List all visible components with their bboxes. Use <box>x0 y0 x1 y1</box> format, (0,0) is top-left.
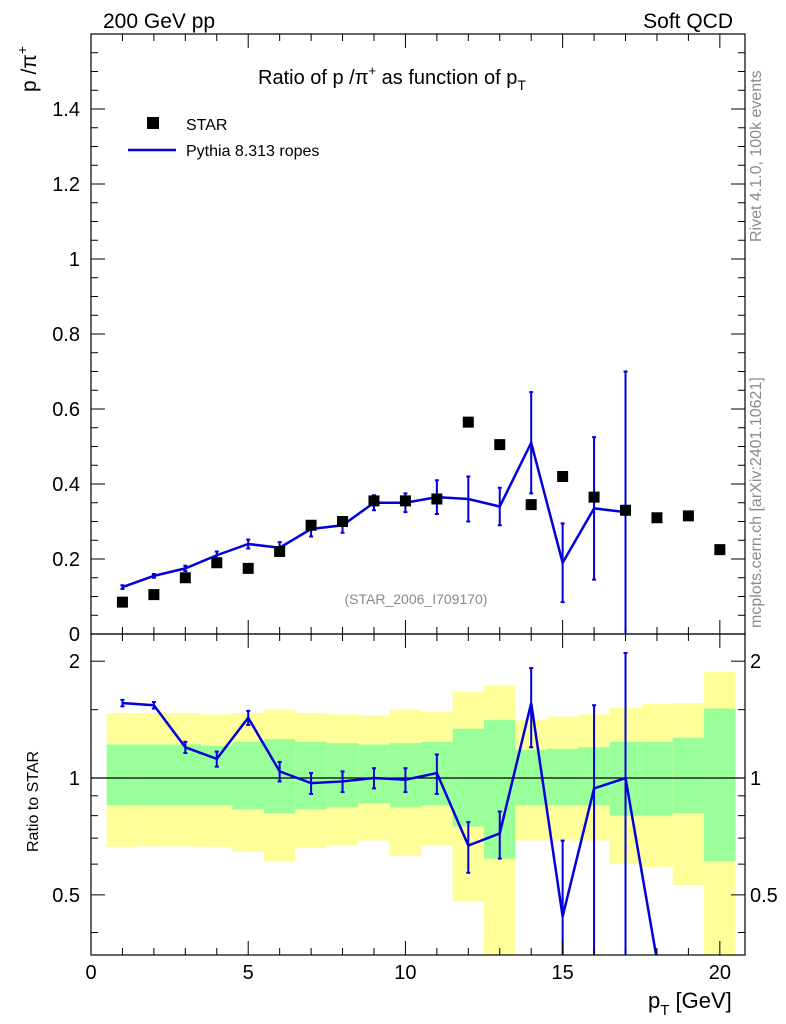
mcplots-label: mcplots.cern.ch [arXiv:2401.10621] <box>748 377 765 628</box>
chart-title: Ratio of p /π+ as function of pT <box>258 63 526 93</box>
x-tick-label: 0 <box>85 962 96 984</box>
y-tick-label: 0.4 <box>52 474 80 496</box>
ratio-series-line <box>122 701 658 955</box>
star-data-point <box>462 416 474 428</box>
star-data-point <box>714 544 726 556</box>
star-data-point <box>494 439 506 451</box>
y-tick-label: 0.6 <box>52 399 80 421</box>
legend-pythia-label: Pythia 8.313 ropes <box>186 143 319 160</box>
y-tick-label: 1.2 <box>52 174 80 196</box>
x-tick-label: 10 <box>394 962 416 984</box>
x-tick-label: 5 <box>243 962 254 984</box>
x-axis-label: pT [GeV] <box>648 988 732 1019</box>
band-inner-bin <box>138 744 170 806</box>
star-data-point <box>337 516 349 527</box>
band-inner-bin <box>106 744 139 806</box>
y-tick-label: 1.4 <box>52 99 80 121</box>
star-data-point <box>431 493 443 505</box>
star-data-point <box>242 562 254 574</box>
star-data-point <box>274 546 286 557</box>
ratio-y-tick-label-right: 0.5 <box>750 885 778 907</box>
star-data-point <box>620 504 632 516</box>
band-inner-bin <box>232 741 264 810</box>
star-data-point <box>305 519 317 531</box>
star-data-point <box>399 495 411 507</box>
legend-star-marker <box>147 117 159 129</box>
star-data-point <box>211 557 223 569</box>
y-tick-label: 1 <box>69 249 80 271</box>
ratio-y-tick-label-right: 1 <box>750 768 761 790</box>
y-tick-label: 0.8 <box>52 324 80 346</box>
star-data-point <box>525 499 537 511</box>
legend: STAR Pythia 8.313 ropes <box>128 117 319 160</box>
header-left: 200 GeV pp <box>103 10 215 33</box>
ratio-y-tick-label: 1 <box>69 768 80 790</box>
y-tick-label: 0 <box>69 624 80 646</box>
band-inner-bin <box>546 748 579 806</box>
star-data-point <box>116 596 128 608</box>
mc-series-line <box>122 439 626 589</box>
ratio-y-tick-label: 0.5 <box>52 885 80 907</box>
header-right: Soft QCD <box>643 10 733 33</box>
rivet-label: Rivet 4.1.0, 100k events <box>748 70 765 242</box>
analysis-watermark: (STAR_2006_I709170) <box>345 591 488 607</box>
y-tick-label: 0.2 <box>52 549 80 571</box>
star-data-point <box>588 491 600 503</box>
star-data-point <box>179 572 191 584</box>
ratio-y-tick-label-right: 2 <box>750 651 761 673</box>
star-data-point <box>148 589 160 601</box>
ratio-y-axis-label: Ratio to STAR <box>25 751 42 852</box>
band-inner-bin <box>641 741 673 816</box>
y-axis-label: p /π+ <box>14 46 41 92</box>
star-data-point <box>651 512 663 524</box>
star-data-point <box>368 495 380 507</box>
band-inner-bin <box>704 708 736 862</box>
star-data-point <box>557 471 569 482</box>
ratio-frame <box>90 633 746 956</box>
band-inner-bin <box>169 744 202 806</box>
star-data-point <box>682 510 694 522</box>
ratio-y-tick-label: 2 <box>69 651 80 673</box>
legend-star-label: STAR <box>186 117 227 134</box>
x-tick-label: 20 <box>709 962 731 984</box>
x-tick-label: 15 <box>552 962 574 984</box>
band-inner-bin <box>672 737 705 814</box>
